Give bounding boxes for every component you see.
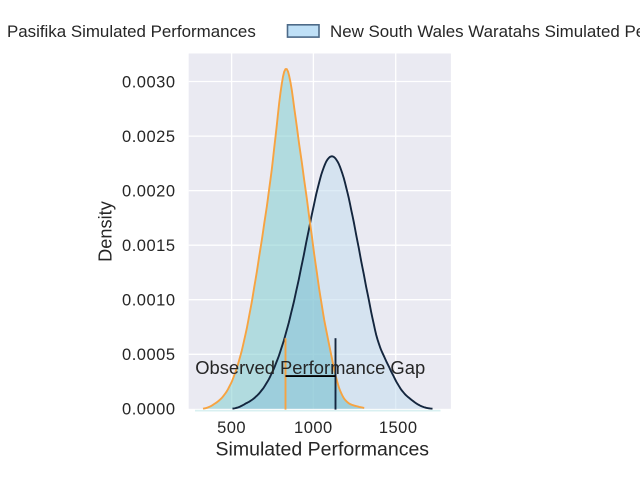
svg-text:Density: Density	[96, 200, 116, 262]
svg-text:New South Wales Waratahs Simul: New South Wales Waratahs Simulated Perfo…	[330, 22, 640, 41]
svg-text:0.0005: 0.0005	[122, 346, 175, 364]
svg-text:0.0000: 0.0000	[122, 401, 175, 419]
svg-text:Observed Performance Gap: Observed Performance Gap	[195, 357, 425, 378]
svg-text:0.0025: 0.0025	[122, 128, 175, 146]
svg-text:1000: 1000	[294, 419, 333, 437]
svg-text:0.0020: 0.0020	[122, 182, 175, 200]
svg-text:0.0015: 0.0015	[122, 237, 175, 255]
svg-text:Pasifika Simulated Performance: Pasifika Simulated Performances	[7, 22, 256, 41]
svg-text:500: 500	[217, 419, 246, 437]
svg-text:Simulated Performances: Simulated Performances	[216, 438, 430, 460]
svg-text:0.0010: 0.0010	[122, 292, 175, 310]
svg-text:1500: 1500	[379, 419, 418, 437]
svg-text:0.0030: 0.0030	[122, 73, 175, 91]
